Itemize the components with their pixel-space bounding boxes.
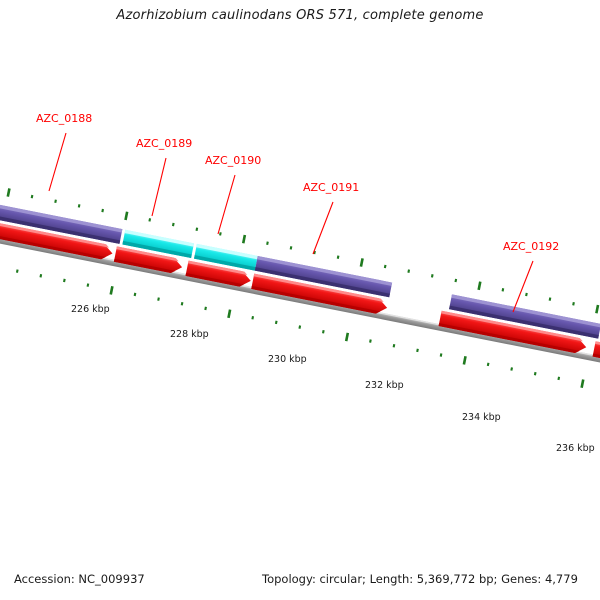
feature-AZC_0188[interactable]	[0, 182, 123, 244]
leader-AZC_0190	[217, 174, 236, 235]
page-title: Azorhizobium caulinodans ORS 571, comple…	[116, 8, 484, 23]
gene-label[interactable]: AZC_0192	[503, 240, 560, 253]
feature-AZC_0191[interactable]	[254, 255, 393, 298]
scale-tick-label: 236 kbp	[556, 443, 595, 454]
track-cds-upper	[0, 182, 600, 339]
leader-AZC_0192	[512, 260, 534, 313]
gene-label[interactable]: AZC_0191	[303, 181, 360, 194]
gene-feature[interactable]	[113, 246, 184, 275]
ruler-ticks-upper	[6, 188, 600, 314]
feature-AZC_0192[interactable]	[449, 294, 600, 339]
scale-tick-label: 230 kbp	[268, 354, 307, 365]
gene-label[interactable]: AZC_0188	[36, 112, 93, 125]
gene-feature[interactable]	[251, 273, 388, 316]
scale-tick-label: 226 kbp	[71, 304, 110, 315]
leader-AZC_0188	[48, 132, 67, 192]
leader-AZC_0191	[312, 201, 334, 255]
feature-AZC_0189[interactable]	[122, 229, 194, 259]
gene-label[interactable]: AZC_0189	[136, 137, 193, 150]
gene-feature[interactable]	[185, 260, 253, 289]
gene-label[interactable]: AZC_0190	[205, 154, 262, 167]
ruler-ticks-lower	[15, 269, 585, 389]
gene-feature[interactable]	[0, 199, 114, 261]
feature-AZC_0190[interactable]	[194, 243, 258, 271]
scale-tick-label: 232 kbp	[365, 380, 404, 391]
track-gene-lower	[0, 199, 600, 377]
gene-feature[interactable]	[438, 310, 588, 355]
genome-summary-text: Topology: circular; Length: 5,369,772 bp…	[262, 572, 578, 586]
accession-text: Accession: NC_009937	[14, 572, 145, 586]
scale-tick-label: 228 kbp	[170, 329, 209, 340]
leader-AZC_0189	[151, 157, 167, 217]
label-leader-lines	[48, 132, 534, 313]
scale-tick-label: 234 kbp	[462, 412, 501, 423]
